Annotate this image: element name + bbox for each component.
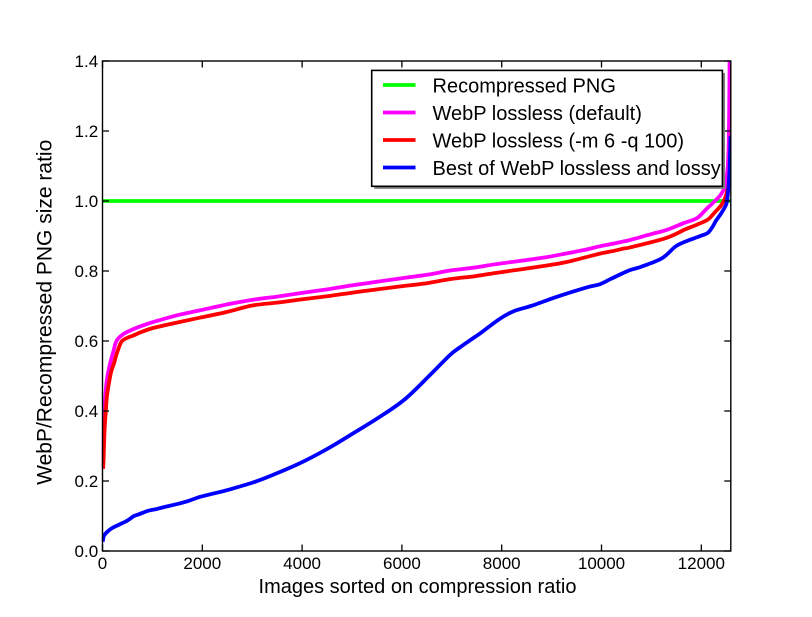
svg-text:0.0: 0.0 — [75, 542, 99, 561]
svg-text:WebP/Recompressed PNG size rat: WebP/Recompressed PNG size ratio — [34, 140, 57, 485]
svg-text:WebP lossless (-m 6 -q 100): WebP lossless (-m 6 -q 100) — [433, 130, 685, 152]
svg-text:8000: 8000 — [483, 554, 521, 573]
svg-text:Images sorted on compression r: Images sorted on compression ratio — [259, 576, 577, 598]
svg-text:WebP lossless (default): WebP lossless (default) — [433, 103, 642, 125]
svg-text:0.6: 0.6 — [75, 332, 99, 351]
svg-text:12000: 12000 — [678, 554, 725, 573]
svg-text:10000: 10000 — [578, 554, 625, 573]
svg-text:0: 0 — [98, 554, 107, 573]
svg-text:Best of WebP lossless and loss: Best of WebP lossless and lossy — [433, 158, 721, 180]
svg-text:2000: 2000 — [183, 554, 221, 573]
svg-text:0.8: 0.8 — [75, 262, 99, 281]
svg-text:Recompressed PNG: Recompressed PNG — [433, 75, 616, 97]
svg-text:1.2: 1.2 — [75, 122, 99, 141]
svg-text:1.0: 1.0 — [75, 192, 99, 211]
svg-text:4000: 4000 — [283, 554, 321, 573]
svg-text:6000: 6000 — [383, 554, 421, 573]
svg-text:0.4: 0.4 — [75, 402, 99, 421]
svg-text:0.2: 0.2 — [75, 472, 99, 491]
svg-text:1.4: 1.4 — [75, 52, 99, 71]
